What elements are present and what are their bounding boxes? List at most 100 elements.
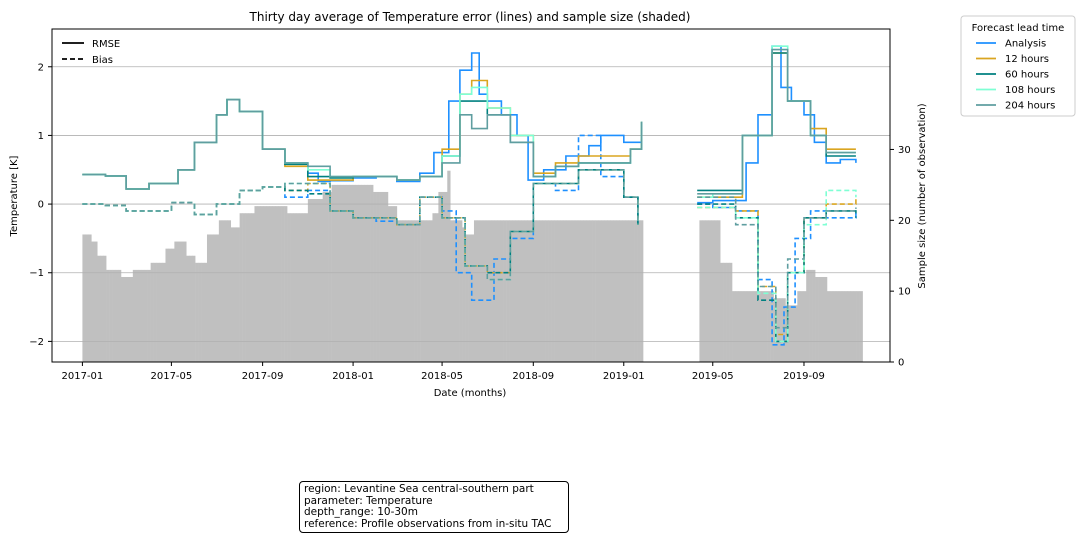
sample-size-bar xyxy=(251,213,255,362)
sample-size-bar xyxy=(387,206,392,362)
sample-size-bar xyxy=(423,220,427,362)
sample-size-bar xyxy=(331,184,335,362)
sample-size-bar xyxy=(328,191,332,362)
sample-size-bar xyxy=(826,291,831,362)
sample-size-bar xyxy=(737,291,742,362)
sample-size-bar xyxy=(236,227,240,362)
sample-size-bar xyxy=(625,220,629,362)
sample-size-bar xyxy=(634,220,638,362)
sample-size-bar xyxy=(123,276,128,362)
sample-size-bar xyxy=(800,291,804,362)
sample-size-bar xyxy=(776,298,780,362)
sample-size-bar xyxy=(82,234,86,362)
sample-size-bar xyxy=(322,191,326,362)
y2-tick-label: 10 xyxy=(898,287,911,298)
sample-size-bar xyxy=(770,291,774,362)
sample-size-bar xyxy=(506,220,510,362)
sample-size-bar xyxy=(806,269,810,362)
sample-size-bar xyxy=(613,220,617,362)
sample-size-bar xyxy=(536,220,540,362)
sample-size-bar xyxy=(815,276,819,362)
sample-size-bar xyxy=(307,199,312,362)
sample-size-bar xyxy=(346,184,350,362)
sample-size-bar xyxy=(376,191,380,362)
sample-size-bar xyxy=(153,262,157,362)
sample-size-bar xyxy=(488,220,493,362)
sample-size-bar xyxy=(85,234,89,362)
sample-size-bar xyxy=(515,220,519,362)
sample-size-bars xyxy=(82,170,863,362)
sample-size-bar xyxy=(408,220,412,362)
y2-axis-ticks: 0 10 20 30 xyxy=(890,145,911,369)
sample-size-bar xyxy=(290,213,294,362)
sample-size-bar xyxy=(527,220,531,362)
sample-size-bar xyxy=(752,291,757,362)
sample-size-bar xyxy=(150,262,154,362)
sample-size-bar xyxy=(221,220,226,362)
sample-size-bar xyxy=(260,206,264,362)
sample-size-bar xyxy=(206,234,211,362)
sample-size-bar xyxy=(568,220,573,362)
y-tick-label: −1 xyxy=(29,268,44,279)
sample-size-bar xyxy=(352,184,356,362)
sample-size-bar xyxy=(334,184,338,362)
sample-size-bar xyxy=(812,269,816,362)
sample-size-bar xyxy=(767,291,771,362)
sample-size-bar xyxy=(355,184,359,362)
sample-size-bar xyxy=(405,220,410,362)
sample-size-bar xyxy=(485,220,490,362)
sample-size-bar xyxy=(284,206,288,362)
sample-size-bar xyxy=(266,206,270,362)
sample-size-bar xyxy=(269,206,273,362)
sample-size-bar xyxy=(832,291,837,362)
sample-size-bar xyxy=(444,191,448,362)
sample-size-bar xyxy=(429,220,433,362)
legend-label: 108 hours xyxy=(1005,85,1055,96)
sample-size-bar xyxy=(272,206,276,362)
sample-size-bar xyxy=(364,184,368,362)
sample-size-bar xyxy=(471,234,475,362)
sample-size-bar xyxy=(640,220,644,362)
sample-size-bar xyxy=(746,291,751,362)
rmse-line-analysis xyxy=(82,45,857,204)
sample-size-bar xyxy=(844,291,849,362)
sample-size-bar xyxy=(720,262,724,362)
sample-size-bar xyxy=(562,220,567,362)
sample-size-bar xyxy=(823,276,828,362)
sample-size-bar xyxy=(628,220,632,362)
sample-size-bar xyxy=(465,234,469,362)
y-tick-label: 2 xyxy=(38,62,44,73)
sample-size-bar xyxy=(129,276,134,362)
sample-size-bar xyxy=(702,220,706,362)
sample-size-bar xyxy=(295,213,300,362)
sample-size-bar xyxy=(592,220,596,362)
sample-size-bar xyxy=(482,220,487,362)
sample-size-bar xyxy=(94,241,98,362)
chart-title: Thirty day average of Temperature error … xyxy=(249,10,691,24)
sample-size-bar xyxy=(242,213,246,362)
y2-tick-label: 0 xyxy=(898,358,904,369)
sample-size-bar xyxy=(717,220,721,362)
sample-size-bar xyxy=(850,291,854,362)
sample-size-bar xyxy=(100,255,104,362)
sample-size-bar xyxy=(829,291,834,362)
y2-tick-label: 20 xyxy=(898,216,911,227)
x-tick-label: 2017-01 xyxy=(62,371,104,382)
sample-size-bar xyxy=(426,220,430,362)
sample-size-bar xyxy=(171,248,175,362)
sample-size-bar xyxy=(103,255,107,362)
sample-size-bar xyxy=(349,184,353,362)
sample-size-bar xyxy=(705,220,709,362)
y2-axis-label: Sample size (number of observation) xyxy=(917,103,928,288)
sample-size-bar xyxy=(138,269,143,362)
sample-size-bar xyxy=(447,170,451,362)
sample-size-bar xyxy=(835,291,840,362)
sample-size-bar xyxy=(304,213,309,362)
sample-size-bar xyxy=(227,220,232,362)
sample-size-bar xyxy=(476,220,481,362)
legend-label: Analysis xyxy=(1005,39,1046,50)
sample-size-bar xyxy=(162,262,166,362)
lead-time-legend: Forecast lead time Analysis 12 hours 60 ho… xyxy=(960,15,1076,117)
sample-size-bar xyxy=(853,291,857,362)
sample-size-bar xyxy=(583,220,587,362)
